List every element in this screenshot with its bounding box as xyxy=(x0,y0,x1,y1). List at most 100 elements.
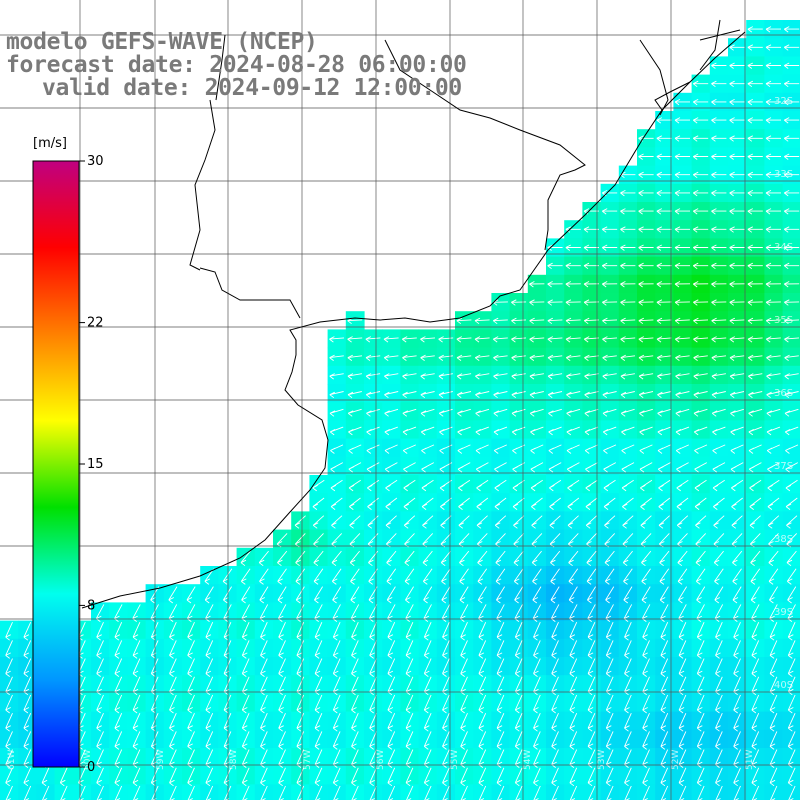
wind-arrow xyxy=(405,713,414,732)
wind-arrow xyxy=(530,444,544,454)
wind-arrow xyxy=(677,568,688,585)
wind-arrow xyxy=(711,117,727,124)
wind-arrow xyxy=(711,171,727,179)
wind-arrow xyxy=(748,391,763,399)
wind-arrow xyxy=(369,622,377,641)
wind-arrow xyxy=(312,479,325,492)
longitude-label: 59W xyxy=(156,750,166,770)
wind-arrow xyxy=(369,767,377,787)
wind-arrow xyxy=(692,135,709,142)
wind-arrow xyxy=(349,550,360,567)
wind-arrow xyxy=(330,462,344,473)
wind-arrow xyxy=(729,336,745,343)
wind-arrow xyxy=(278,640,286,659)
wind-arrow xyxy=(459,568,469,585)
wind-arrow xyxy=(730,444,744,454)
wind-arrow xyxy=(567,515,579,529)
wind-arrow xyxy=(329,391,344,399)
wind-arrow xyxy=(750,550,761,567)
wind-arrow xyxy=(549,515,561,529)
wind-arrow xyxy=(696,731,705,750)
wind-arrow xyxy=(566,444,580,454)
wind-arrow xyxy=(114,694,123,714)
wind-arrow xyxy=(787,622,796,641)
wind-arrow xyxy=(349,497,361,510)
wind-arrow xyxy=(587,658,596,677)
wind-arrow xyxy=(751,767,760,787)
wind-arrow xyxy=(747,244,763,251)
wind-arrow xyxy=(566,426,580,436)
wind-arrow xyxy=(332,640,341,659)
wind-arrow xyxy=(551,640,559,659)
wind-arrow xyxy=(351,622,359,641)
wind-arrow xyxy=(474,317,490,325)
wind-arrow xyxy=(547,281,563,288)
wind-arrow xyxy=(678,767,687,787)
wind-arrow xyxy=(477,568,488,585)
wind-arrow xyxy=(476,497,489,510)
wind-arrow xyxy=(694,497,707,510)
wind-arrow xyxy=(787,767,796,787)
wind-arrow xyxy=(367,497,379,510)
wind-arrow xyxy=(565,336,581,343)
wind-arrow xyxy=(751,713,760,732)
wind-arrow xyxy=(114,713,123,732)
wind-arrow xyxy=(278,694,286,714)
wind-arrow xyxy=(477,550,488,567)
colorbar-tick-label: 0 xyxy=(87,760,95,775)
wind-arrow xyxy=(715,640,723,659)
wind-arrow xyxy=(733,767,741,787)
wind-arrow xyxy=(715,658,723,677)
wind-arrow xyxy=(405,622,414,641)
wind-arrow xyxy=(711,244,727,251)
wind-arrow xyxy=(659,550,670,567)
wind-arrow xyxy=(620,262,636,270)
wind-arrow xyxy=(351,694,359,714)
wind-arrow xyxy=(604,568,615,585)
wind-arrow xyxy=(731,515,743,529)
wind-arrow xyxy=(405,586,414,604)
wind-arrow xyxy=(711,317,727,325)
wind-arrow xyxy=(602,391,617,399)
wind-arrow xyxy=(620,244,636,251)
wind-arrow xyxy=(550,550,561,567)
wind-arrow xyxy=(587,713,596,732)
wind-arrow xyxy=(296,622,305,641)
longitude-label: 53W xyxy=(597,750,607,770)
wind-arrow xyxy=(474,354,490,361)
wind-arrow xyxy=(602,373,617,380)
wind-arrow xyxy=(96,731,104,750)
wind-arrow xyxy=(421,479,434,492)
wind-arrow xyxy=(784,336,800,343)
wind-arrow xyxy=(751,694,760,714)
wind-arrow xyxy=(332,731,341,750)
wind-arrow xyxy=(730,426,744,436)
wind-arrow xyxy=(296,767,305,787)
wind-arrow xyxy=(786,550,797,567)
latitude-label: 33S xyxy=(774,169,793,180)
wind-arrow xyxy=(638,354,654,361)
wind-arrow xyxy=(622,515,634,529)
wind-arrow xyxy=(620,208,636,215)
wind-arrow xyxy=(531,533,543,548)
wind-arrow xyxy=(529,299,545,306)
wind-arrow xyxy=(385,515,397,529)
wind-arrow xyxy=(78,767,86,787)
wind-arrow xyxy=(587,640,596,659)
wind-arrow xyxy=(549,479,562,492)
wind-arrow xyxy=(369,694,377,714)
wind-arrow xyxy=(696,640,705,659)
wind-arrow xyxy=(693,354,708,361)
colorbar-gradient xyxy=(32,160,80,768)
wind-arrow xyxy=(715,767,723,787)
wind-arrow xyxy=(711,373,726,380)
wind-arrow xyxy=(784,317,800,325)
wind-arrow xyxy=(692,117,709,124)
wind-arrow xyxy=(730,408,744,417)
wind-arrow xyxy=(765,189,781,197)
wind-arrow xyxy=(511,317,527,325)
wind-arrow xyxy=(351,767,359,787)
wind-arrow xyxy=(530,462,544,473)
wind-arrow xyxy=(441,586,451,604)
wind-arrow xyxy=(404,550,415,567)
